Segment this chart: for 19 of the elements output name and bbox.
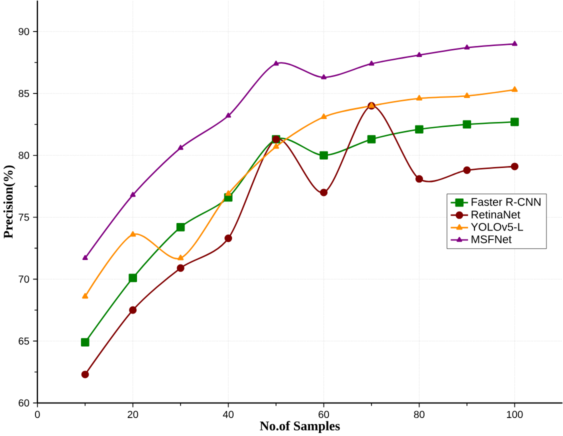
y-tick-label: 90 xyxy=(18,28,30,35)
y-tick-label: 65 xyxy=(18,337,30,344)
x-tick-label: 40 xyxy=(222,410,234,418)
x-tick-label: 80 xyxy=(414,410,424,418)
x-tick-label: 100 xyxy=(507,410,523,418)
y-axis-title: Precision(%) xyxy=(3,165,16,238)
x-tick-label: 20 xyxy=(128,410,138,418)
x-tick-label: 0 xyxy=(34,410,40,418)
y-tick-label: 85 xyxy=(18,90,30,97)
legend-label: YOLOv5-L xyxy=(471,222,524,231)
y-tick-label: 60 xyxy=(18,399,30,406)
x-tick-label: 60 xyxy=(318,410,330,418)
legend-label: MSFNet xyxy=(472,235,512,244)
y-tick-label: 80 xyxy=(18,152,30,159)
x-axis-title: No.of Samples xyxy=(260,420,340,433)
legend-label: Faster R-CNN xyxy=(472,198,540,206)
y-tick-label: 75 xyxy=(18,214,30,221)
y-tick-label: 70 xyxy=(18,275,30,283)
legend-label: RetinaNet xyxy=(472,210,520,218)
